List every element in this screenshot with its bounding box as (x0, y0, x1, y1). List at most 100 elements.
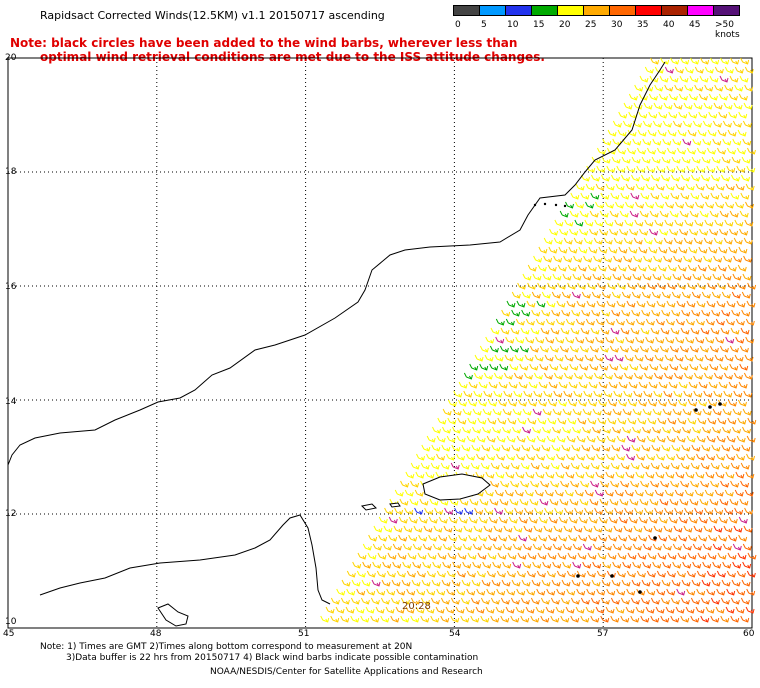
wind-barb (703, 372, 713, 380)
wind-barb (734, 489, 744, 497)
wind-barb (720, 480, 730, 488)
wind-barb (570, 597, 580, 605)
legend-tick-label: 15 (533, 20, 545, 30)
wind-barb (436, 570, 446, 578)
wind-barb (684, 354, 694, 362)
wind-barb (505, 336, 515, 344)
wind-barb (495, 471, 505, 479)
wind-barb (442, 561, 452, 569)
wind-barb (693, 255, 703, 263)
wind-barb (577, 264, 587, 272)
wind-barb (608, 516, 618, 524)
wind-barb (584, 354, 594, 362)
wind-barb (546, 435, 556, 443)
wind-barb (551, 291, 561, 299)
wind-barb (669, 75, 679, 83)
wind-barb (468, 534, 478, 542)
wind-barb (745, 606, 755, 614)
wind-barb (531, 444, 541, 452)
x-tick-51: 51 (298, 629, 310, 639)
wind-barb (718, 93, 728, 101)
wind-barb (663, 390, 673, 398)
wind-barb (676, 570, 686, 578)
wind-barb (590, 597, 600, 605)
wind-barb (571, 291, 581, 299)
wind-barb (719, 210, 729, 218)
wind-barb (699, 498, 709, 506)
wind-barb (655, 183, 665, 191)
wind-barb (683, 102, 693, 110)
wind-barb (554, 354, 564, 362)
wind-barb (649, 75, 659, 83)
wind-barb (737, 282, 747, 290)
wind-barb (719, 75, 729, 83)
wind-barb (485, 606, 495, 614)
wind-barb (644, 84, 654, 92)
islet (563, 204, 567, 208)
wind-barb (588, 381, 598, 389)
wind-barb (477, 399, 487, 407)
wind-barb (452, 426, 461, 434)
wind-barb (649, 345, 659, 353)
wind-barb (583, 390, 593, 398)
wind-barb (462, 426, 471, 434)
wind-barb (574, 219, 584, 227)
wind-barb (555, 606, 565, 614)
wind-barb (637, 264, 647, 272)
wind-barb (407, 552, 417, 560)
wind-barb (667, 129, 677, 137)
wind-barb (483, 372, 493, 380)
wind-barb (621, 579, 631, 587)
wind-barb (593, 255, 603, 263)
wind-barb (713, 525, 723, 533)
wind-barb (658, 246, 668, 254)
wind-barb (744, 84, 754, 92)
wind-barb (728, 93, 738, 101)
wind-barb (698, 246, 708, 254)
wind-barb (624, 489, 634, 497)
wind-barb (557, 552, 567, 560)
wind-barb (511, 291, 521, 299)
wind-barb (501, 309, 511, 317)
wind-barb (553, 372, 563, 380)
wind-barb (497, 399, 507, 407)
wind-barb (695, 336, 705, 344)
wind-barb (480, 615, 490, 623)
wind-barb (647, 399, 657, 407)
wind-barb (651, 579, 661, 587)
x-tick-60: 60 (743, 629, 755, 639)
wind-barb (450, 462, 460, 470)
wind-barb (708, 381, 718, 389)
wind-barb (658, 534, 668, 542)
wind-barb (681, 444, 691, 452)
wind-barb (521, 579, 531, 587)
wind-barb (622, 561, 632, 569)
wind-barb (653, 255, 663, 263)
wind-barb (650, 480, 660, 488)
wind-barb (550, 327, 560, 335)
wind-barb (474, 507, 484, 515)
wind-barb (600, 462, 610, 470)
wind-barb (517, 417, 527, 425)
wind-barb (725, 183, 735, 191)
wind-barb (538, 381, 548, 389)
wind-barb (705, 318, 715, 326)
wind-barb (699, 210, 709, 218)
wind-barb (636, 165, 646, 173)
wind-barb (651, 174, 660, 182)
wind-barb (517, 282, 527, 290)
wind-barb (725, 318, 735, 326)
wind-barb (651, 309, 661, 317)
wind-barb (386, 570, 396, 578)
wind-barb (597, 264, 607, 272)
wind-barb (708, 111, 718, 119)
wind-barb (657, 417, 667, 425)
wind-barb (436, 453, 445, 461)
wind-barb (610, 192, 620, 200)
wind-barb (626, 570, 636, 578)
wind-barb (540, 597, 550, 605)
wind-barb (476, 588, 486, 596)
wind-barb (545, 606, 555, 614)
wind-barb (617, 417, 627, 425)
wind-barb (496, 588, 506, 596)
